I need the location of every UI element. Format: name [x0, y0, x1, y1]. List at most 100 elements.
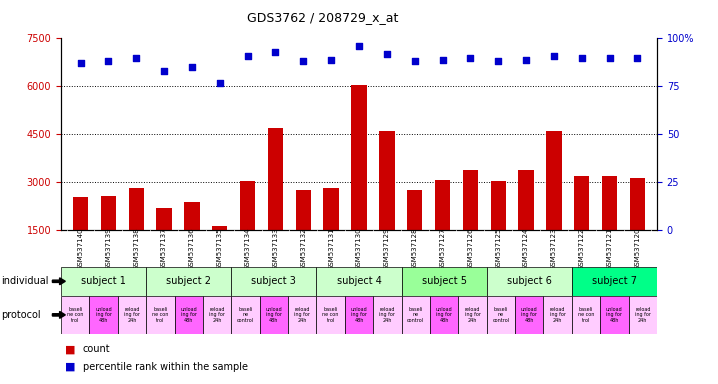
Text: reload
ing for
24h: reload ing for 24h [294, 306, 310, 323]
Text: baseli
ne con
trol: baseli ne con trol [578, 306, 595, 323]
Text: reload
ing for
24h: reload ing for 24h [379, 306, 396, 323]
Text: ■: ■ [65, 344, 75, 354]
Text: baseli
ne con
trol: baseli ne con trol [152, 306, 169, 323]
Text: unload
ing for
48h: unload ing for 48h [350, 306, 368, 323]
Text: subject 2: subject 2 [167, 276, 211, 286]
Text: individual: individual [1, 276, 49, 286]
Text: count: count [83, 344, 110, 354]
Point [242, 53, 253, 59]
Bar [146, 267, 231, 296]
Bar [379, 131, 394, 230]
Bar [574, 176, 589, 230]
Bar [630, 177, 645, 230]
Point [186, 64, 197, 70]
Bar [317, 267, 401, 296]
Text: subject 3: subject 3 [251, 276, 297, 286]
Bar [174, 296, 203, 334]
Bar [518, 170, 533, 230]
Point [493, 58, 504, 65]
Bar [185, 202, 200, 230]
Bar [61, 267, 146, 296]
Bar [572, 267, 657, 296]
Bar [515, 296, 544, 334]
Text: unload
ing for
48h: unload ing for 48h [436, 306, 452, 323]
Text: percentile rank within the sample: percentile rank within the sample [83, 362, 248, 372]
Text: GDS3762 / 208729_x_at: GDS3762 / 208729_x_at [248, 12, 398, 25]
Text: unload
ing for
48h: unload ing for 48h [606, 306, 623, 323]
Bar [435, 180, 450, 230]
Bar [490, 181, 506, 230]
Point [548, 53, 559, 59]
Bar [288, 296, 317, 334]
Text: GSM537137: GSM537137 [161, 227, 167, 270]
Text: unload
ing for
48h: unload ing for 48h [521, 306, 538, 323]
Text: GSM537128: GSM537128 [411, 227, 418, 270]
Point [409, 58, 421, 65]
Point [325, 56, 337, 63]
Text: GSM537123: GSM537123 [551, 227, 557, 270]
Text: reload
ing for
24h: reload ing for 24h [209, 306, 225, 323]
Text: protocol: protocol [1, 310, 41, 320]
Point [131, 55, 142, 61]
Text: GSM537122: GSM537122 [579, 227, 584, 270]
Text: subject 5: subject 5 [421, 276, 467, 286]
Point [75, 60, 86, 66]
Bar [628, 296, 657, 334]
Bar [602, 176, 617, 230]
Text: GSM537121: GSM537121 [607, 227, 612, 270]
Text: GSM537129: GSM537129 [384, 227, 390, 270]
Bar [61, 296, 90, 334]
Point [270, 49, 281, 55]
Bar [73, 197, 88, 230]
Bar [317, 296, 345, 334]
Text: GSM537120: GSM537120 [635, 227, 640, 270]
Text: subject 7: subject 7 [592, 276, 637, 286]
Bar [129, 188, 144, 230]
Text: subject 6: subject 6 [507, 276, 551, 286]
Text: GSM537125: GSM537125 [495, 227, 501, 270]
Point [159, 68, 170, 74]
Bar [401, 296, 430, 334]
Text: GSM537126: GSM537126 [467, 227, 473, 270]
Bar [345, 296, 373, 334]
Text: GSM537124: GSM537124 [523, 227, 529, 270]
Text: GSM537140: GSM537140 [78, 227, 83, 270]
Bar [458, 296, 487, 334]
Point [465, 55, 476, 61]
Bar [240, 181, 256, 230]
Bar [324, 188, 339, 230]
Point [381, 51, 393, 57]
Text: unload
ing for
48h: unload ing for 48h [95, 306, 112, 323]
Bar [430, 296, 458, 334]
Bar [118, 296, 146, 334]
Text: GSM537133: GSM537133 [272, 227, 279, 270]
Text: GSM537131: GSM537131 [328, 227, 334, 270]
Text: baseli
ne
control: baseli ne control [493, 306, 510, 323]
Text: GSM537138: GSM537138 [134, 227, 139, 270]
Text: reload
ing for
24h: reload ing for 24h [465, 306, 480, 323]
Point [576, 55, 587, 61]
Text: unload
ing for
48h: unload ing for 48h [180, 306, 197, 323]
Text: GSM537135: GSM537135 [217, 227, 223, 270]
Point [604, 55, 615, 61]
Text: reload
ing for
24h: reload ing for 24h [635, 306, 651, 323]
Point [297, 58, 309, 65]
Bar [401, 267, 487, 296]
Bar [600, 296, 628, 334]
Text: GSM537130: GSM537130 [356, 227, 362, 270]
Bar [146, 296, 174, 334]
Text: GSM537127: GSM537127 [439, 227, 446, 270]
Bar [260, 296, 288, 334]
Bar [373, 296, 401, 334]
Bar [487, 267, 572, 296]
Text: GSM537139: GSM537139 [106, 227, 111, 270]
Bar [231, 296, 260, 334]
Text: GSM537132: GSM537132 [300, 227, 307, 270]
Bar [90, 296, 118, 334]
Text: ■: ■ [65, 362, 75, 372]
Bar [487, 296, 515, 334]
Text: baseli
ne con
trol: baseli ne con trol [322, 306, 339, 323]
Text: baseli
ne con
trol: baseli ne con trol [67, 306, 83, 323]
Bar [462, 170, 478, 230]
Text: reload
ing for
24h: reload ing for 24h [124, 306, 140, 323]
